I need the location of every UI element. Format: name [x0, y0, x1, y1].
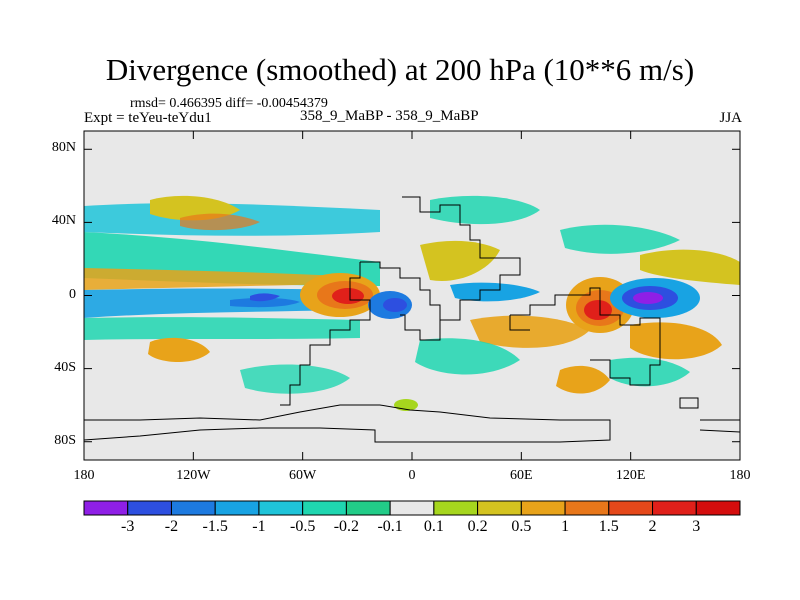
season-label: JJA	[719, 110, 742, 126]
x-tick-label: 180	[73, 468, 95, 483]
colorbar-swatch	[127, 500, 172, 516]
colorbar-tick-label: 0.5	[511, 518, 532, 535]
colorbar-swatch	[170, 500, 216, 516]
x-tick-label: 60W	[289, 468, 317, 483]
divergence-field	[84, 195, 740, 411]
colorbar-tick-label: -2	[164, 518, 179, 535]
colorbar-swatch	[433, 500, 479, 516]
colorbar-tick-label: -1.5	[202, 518, 228, 535]
x-tick-label: 120E	[615, 468, 646, 483]
colorbar-tick-label: -0.5	[289, 518, 316, 535]
chart-title: Divergence (smoothed) at 200 hPa (10**6 …	[105, 52, 695, 87]
colorbar-tick-label: -1	[252, 518, 266, 535]
colorbar-swatch	[652, 500, 697, 516]
colorbar-swatch	[520, 500, 566, 516]
colorbar-tick-label: 0.2	[467, 518, 488, 535]
stats-label: rmsd= 0.466395 diff= -0.00454379	[130, 96, 328, 111]
colorbar-swatch	[695, 500, 741, 516]
colorbar-swatch	[83, 500, 129, 516]
colorbar-tick-label: -0.1	[377, 518, 403, 535]
colorbar-tick-label: 0.1	[423, 518, 444, 535]
x-tick-label: 180	[729, 468, 751, 483]
colorbar-tick-label: 3	[692, 518, 701, 535]
experiment-label: Expt = teYeu-teYdu1	[84, 110, 212, 126]
y-tick-label: 40N	[51, 213, 76, 229]
colorbar-tick-label: -0.2	[333, 518, 360, 535]
colorbar-tick-label: 1	[561, 518, 570, 535]
colorbar-swatch	[389, 500, 435, 516]
colorbar-swatch	[608, 500, 654, 516]
y-tick-label: 0	[69, 286, 76, 302]
x-tick-label: 60E	[510, 468, 533, 483]
colorbar-swatch	[258, 500, 304, 516]
colorbar-swatch	[345, 500, 391, 516]
axis-ticks	[83, 131, 741, 460]
colorbar-tick-label: 2	[648, 518, 657, 535]
x-tick-label: 0	[408, 468, 416, 483]
coastlines	[84, 196, 740, 443]
colorbar-swatch	[477, 500, 522, 516]
y-tick-label: 80N	[51, 140, 76, 156]
colorbar-swatch	[564, 500, 610, 516]
colorbar-tick-label: -3	[121, 518, 135, 535]
colorbar-swatch	[302, 500, 347, 516]
colorbar-swatch	[214, 500, 260, 516]
case-label: 358_9_MaBP - 358_9_MaBP	[300, 108, 479, 124]
y-tick-label: 80S	[54, 432, 76, 448]
x-tick-label: 120W	[176, 468, 211, 483]
colorbar	[83, 500, 741, 516]
y-tick-label: 40S	[54, 359, 76, 375]
colorbar-tick-label: 1.5	[598, 518, 619, 535]
